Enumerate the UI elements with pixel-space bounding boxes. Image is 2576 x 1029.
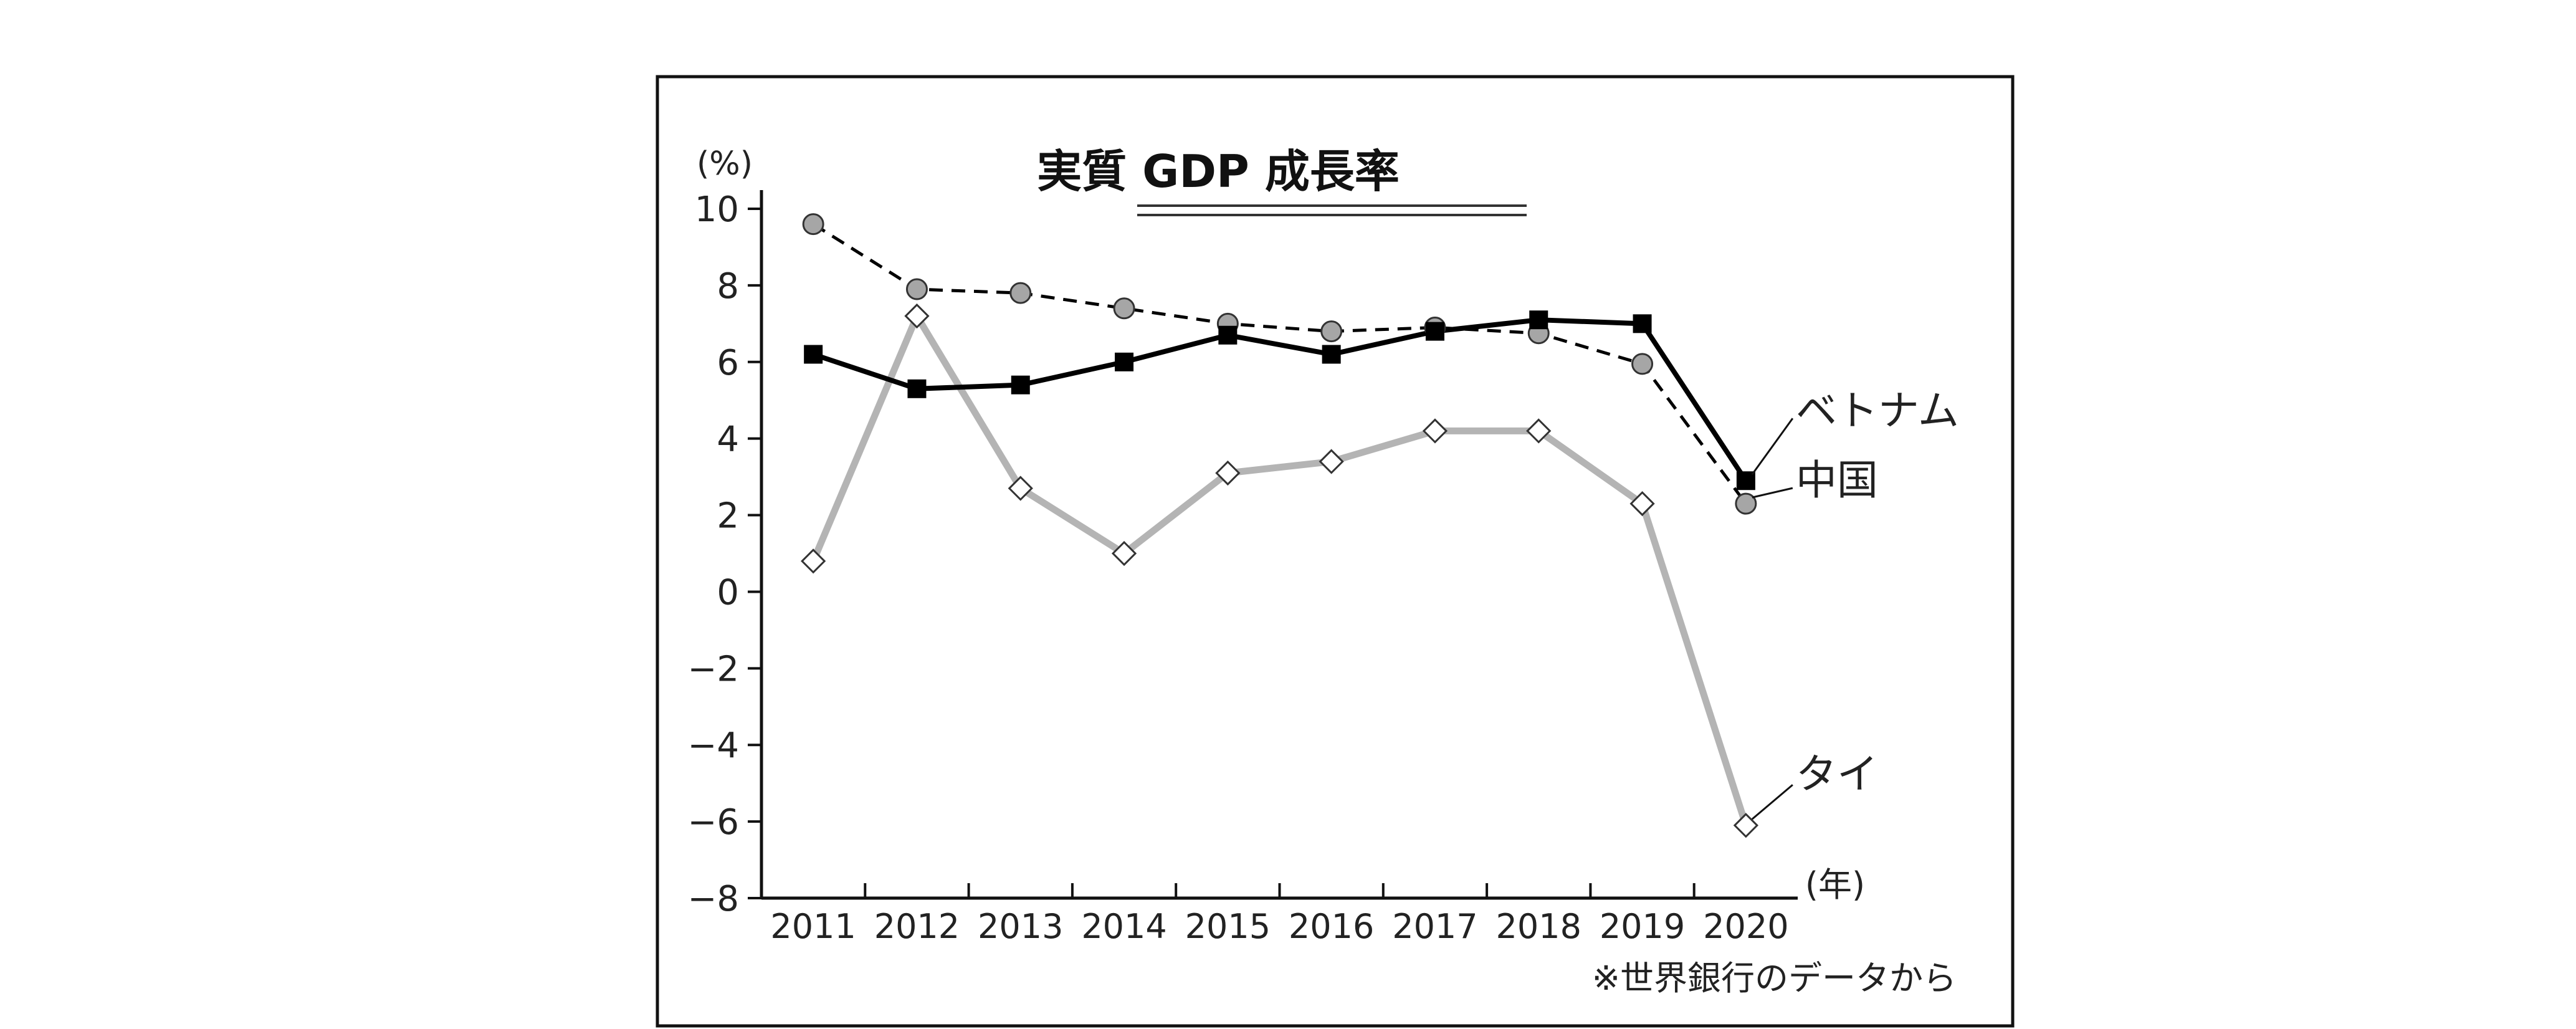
data-point bbox=[905, 278, 928, 300]
data-point bbox=[1319, 449, 1344, 474]
data-point bbox=[1425, 322, 1444, 341]
data-point bbox=[1629, 491, 1655, 517]
data-point bbox=[1320, 320, 1343, 343]
data-point bbox=[1008, 476, 1033, 501]
y-tick-label: 8 bbox=[717, 266, 739, 307]
data-point bbox=[1529, 310, 1548, 330]
x-tick-label: 2013 bbox=[978, 907, 1063, 946]
series-label-leader bbox=[1751, 418, 1794, 476]
axes: 10 8 6 4 2 0 −2 −4 −6 −8 2011 2012 2013 2014 2015 2016 2… bbox=[687, 189, 1798, 946]
x-tick-label: 2018 bbox=[1496, 907, 1581, 946]
source-note: ※世界銀行のデータから bbox=[1592, 959, 1957, 998]
series-label: タイ bbox=[1796, 750, 1878, 798]
x-tick-label: 2012 bbox=[874, 907, 960, 946]
data-point bbox=[804, 345, 823, 364]
data-point bbox=[1422, 418, 1448, 444]
series-line bbox=[812, 223, 1747, 505]
data-point bbox=[1009, 282, 1032, 304]
data-point bbox=[1322, 345, 1341, 364]
series-label-leader bbox=[1751, 784, 1793, 820]
x-tick-label: 2011 bbox=[770, 907, 856, 946]
data-point bbox=[1218, 325, 1238, 345]
data-point bbox=[801, 548, 826, 574]
data-point bbox=[1113, 297, 1135, 320]
y-tick-label: −6 bbox=[687, 802, 739, 843]
x-tick-label: 2019 bbox=[1600, 907, 1685, 946]
series-line bbox=[812, 317, 1748, 482]
x-tick-label: 2020 bbox=[1703, 907, 1788, 946]
y-tick-label: 6 bbox=[717, 343, 739, 383]
data-point bbox=[904, 303, 930, 329]
data-point bbox=[1733, 813, 1758, 838]
y-axis-unit-label: (%) bbox=[697, 145, 753, 183]
data-point bbox=[1631, 353, 1654, 375]
series-label: ベトナム bbox=[1796, 386, 1959, 434]
x-tick-label: 2014 bbox=[1081, 907, 1166, 946]
y-tick-label: 4 bbox=[717, 419, 739, 460]
data-point bbox=[1215, 460, 1241, 486]
chart-title: 実質 GDP 成長率 bbox=[1037, 145, 1400, 198]
x-axis-unit-label: (年) bbox=[1805, 865, 1865, 904]
series-line bbox=[810, 312, 1750, 826]
series-label: 中国 bbox=[1796, 456, 1878, 504]
y-tick-label: 10 bbox=[695, 189, 739, 230]
data-point bbox=[802, 213, 824, 236]
data-point bbox=[907, 379, 927, 398]
data-point bbox=[1526, 418, 1552, 444]
data-point bbox=[1011, 375, 1030, 395]
y-tick-label: −8 bbox=[687, 879, 739, 919]
series-label-leader bbox=[1752, 487, 1793, 499]
data-point bbox=[1735, 492, 1757, 515]
data-point bbox=[1115, 352, 1134, 371]
x-tick-label: 2017 bbox=[1392, 907, 1477, 946]
x-tick-label: 2016 bbox=[1289, 907, 1374, 946]
y-tick-label: −2 bbox=[687, 649, 739, 689]
y-tick-label: 0 bbox=[717, 572, 739, 613]
series-layer bbox=[801, 213, 1758, 838]
y-tick-label: −4 bbox=[687, 725, 739, 766]
data-point bbox=[1633, 314, 1652, 333]
x-tick-label: 2015 bbox=[1185, 907, 1271, 946]
data-point bbox=[1111, 540, 1137, 567]
chart-frame bbox=[656, 75, 2015, 1028]
y-tick-label: 2 bbox=[717, 496, 739, 537]
